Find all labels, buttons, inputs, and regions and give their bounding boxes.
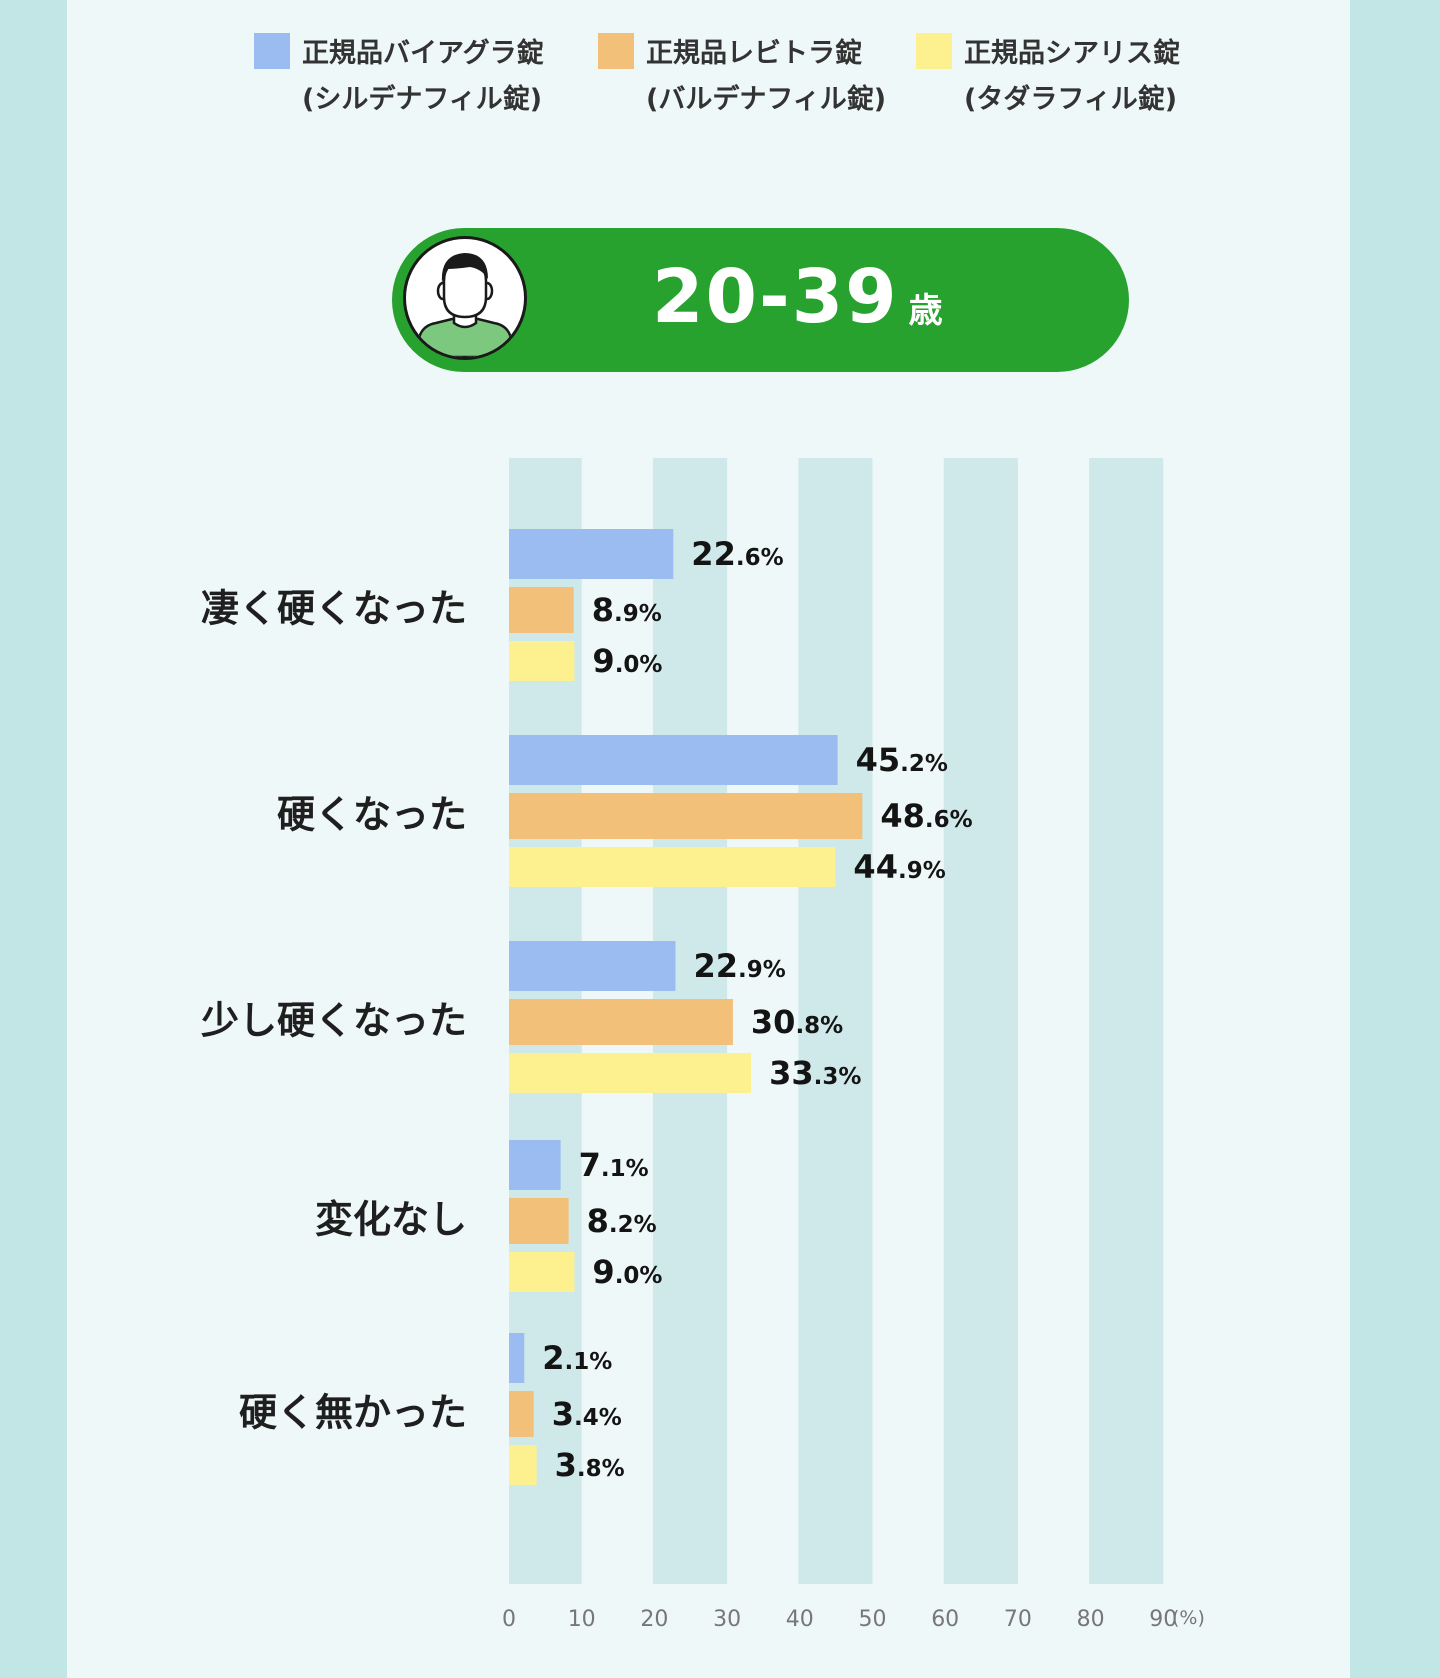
value-label-viagra-1: 22.6% bbox=[691, 535, 784, 573]
bar-cialis-3 bbox=[509, 1053, 752, 1093]
bar-levitra-4 bbox=[509, 1198, 569, 1244]
bar-cialis-5 bbox=[509, 1445, 537, 1485]
bar-cialis-1 bbox=[509, 641, 575, 681]
bar-viagra-4 bbox=[509, 1140, 561, 1190]
value-label-cialis-4: 9.0% bbox=[592, 1253, 663, 1291]
bar-levitra-3 bbox=[509, 999, 733, 1045]
legend-label-viagra: 正規品バイアグラ錠 bbox=[302, 38, 544, 69]
category-label-1: 凄く硬くなった bbox=[200, 586, 467, 631]
x-tick-label: 10 bbox=[567, 1607, 596, 1632]
x-tick-label: 40 bbox=[785, 1607, 814, 1632]
legend-sublabel-viagra: (シルデナフィル錠) bbox=[302, 84, 543, 115]
legend-label-cialis: 正規品シアリス錠 bbox=[964, 38, 1180, 69]
value-label-levitra-2: 48.6% bbox=[880, 797, 973, 835]
category-label-4: 変化なし bbox=[314, 1197, 467, 1242]
x-tick-label: 90 bbox=[1149, 1607, 1178, 1632]
age-range-label: 20-39 bbox=[652, 254, 899, 340]
legend-swatch-cialis bbox=[916, 33, 952, 69]
value-label-levitra-1: 8.9% bbox=[591, 591, 662, 629]
category-label-3: 少し硬くなった bbox=[200, 998, 467, 1043]
x-unit-label: (%) bbox=[1172, 1607, 1205, 1629]
x-tick-label: 0 bbox=[502, 1607, 516, 1632]
value-label-cialis-1: 9.0% bbox=[592, 642, 663, 680]
category-label-5: 硬く無かった bbox=[238, 1390, 467, 1435]
legend-sublabel-levitra: (バルデナフィル錠) bbox=[646, 84, 887, 115]
legend-swatch-viagra bbox=[254, 33, 290, 69]
grid-band bbox=[943, 458, 1018, 1584]
avatar bbox=[403, 236, 527, 360]
bar-levitra-2 bbox=[509, 793, 863, 839]
value-label-cialis-3: 33.3% bbox=[769, 1054, 862, 1092]
grid-band bbox=[1089, 458, 1164, 1584]
x-tick-label: 80 bbox=[1076, 1607, 1105, 1632]
value-label-viagra-4: 7.1% bbox=[578, 1146, 649, 1184]
legend-swatch-levitra bbox=[598, 33, 634, 69]
bar-viagra-5 bbox=[509, 1333, 525, 1383]
value-label-cialis-5: 3.8% bbox=[554, 1446, 625, 1484]
value-label-viagra-5: 2.1% bbox=[542, 1339, 613, 1377]
category-label-2: 硬くなった bbox=[276, 792, 467, 837]
man-avatar-icon bbox=[414, 253, 516, 357]
bar-viagra-1 bbox=[509, 529, 674, 579]
x-tick-label: 20 bbox=[640, 1607, 669, 1632]
legend-sublabel-cialis: (タダラフィル錠) bbox=[964, 84, 1178, 115]
bar-levitra-1 bbox=[509, 587, 574, 633]
x-tick-label: 30 bbox=[713, 1607, 742, 1632]
x-tick-label: 60 bbox=[931, 1607, 960, 1632]
value-label-cialis-2: 44.9% bbox=[853, 848, 946, 886]
age-group-banner: 20-39 歳 bbox=[392, 228, 1129, 372]
value-label-levitra-3: 30.8% bbox=[750, 1003, 844, 1041]
x-tick-label: 50 bbox=[858, 1607, 887, 1632]
value-label-viagra-3: 22.9% bbox=[693, 947, 786, 985]
bar-viagra-3 bbox=[509, 941, 676, 991]
legend-label-levitra: 正規品レビトラ錠 bbox=[646, 38, 862, 69]
bar-cialis-2 bbox=[509, 847, 836, 887]
value-label-viagra-2: 45.2% bbox=[855, 741, 948, 779]
x-tick-label: 70 bbox=[1003, 1607, 1032, 1632]
grid-band bbox=[798, 458, 873, 1584]
age-unit-label: 歳 bbox=[908, 291, 943, 331]
legend: 正規品バイアグラ錠 (シルデナフィル錠) 正規品レビトラ錠 (バルデナフィル錠)… bbox=[0, 0, 1440, 140]
bar-cialis-4 bbox=[509, 1252, 575, 1292]
value-label-levitra-5: 3.4% bbox=[551, 1395, 622, 1433]
value-label-levitra-4: 8.2% bbox=[586, 1202, 657, 1240]
bar-viagra-2 bbox=[509, 735, 838, 785]
bar-levitra-5 bbox=[509, 1391, 534, 1437]
